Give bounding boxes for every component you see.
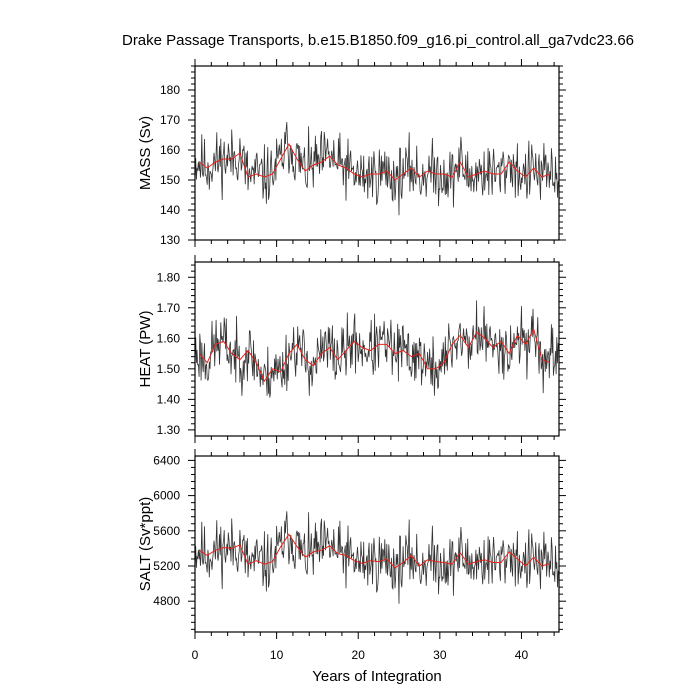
y-tick-label: 1.60 — [157, 331, 181, 345]
chart-title: Drake Passage Transports, b.e15.B1850.f0… — [121, 32, 634, 49]
x-tick-label: 20 — [352, 648, 366, 662]
y-tick-label: 170 — [160, 113, 180, 127]
y-tick-label: 130 — [160, 233, 180, 247]
plot-frame — [194, 455, 560, 633]
monthly-series-line — [195, 511, 559, 604]
y-tick-label: 5600 — [153, 524, 180, 538]
y-axis-label: HEAT (PW) — [137, 311, 154, 388]
y-tick-label: 6400 — [153, 453, 180, 467]
y-tick-label: 4800 — [153, 594, 180, 608]
y-tick-label: 1.80 — [157, 270, 181, 284]
y-tick-label: 1.40 — [157, 392, 181, 406]
y-tick-label: 150 — [160, 173, 180, 187]
monthly-series-line — [195, 300, 559, 398]
y-tick-label: 160 — [160, 143, 180, 157]
y-axis-label: MASS (Sv) — [137, 116, 154, 190]
x-tick-label: 40 — [515, 648, 529, 662]
annual-mean-line — [198, 142, 551, 181]
x-tick-label: 0 — [192, 648, 199, 662]
panel-heat: 1.30 1.40 1.50 1.60 1.70 1.80 HEAT (PW) — [137, 255, 566, 443]
y-tick-label: 1.50 — [157, 362, 181, 376]
y-tick-label: 1.30 — [157, 423, 181, 437]
y-tick-label: 6000 — [153, 489, 180, 503]
annual-mean-line — [198, 327, 551, 383]
annual-mean-line — [198, 533, 551, 569]
y-tick-label: 1.70 — [157, 301, 181, 315]
y-tick-label: 5200 — [153, 559, 180, 573]
y-tick-label: 180 — [160, 83, 180, 97]
plot-frame — [194, 65, 560, 241]
monthly-series-line — [195, 121, 559, 216]
x-tick-label: 30 — [433, 648, 447, 662]
y-tick-label: 140 — [160, 203, 180, 217]
panel-salt: 4800 5200 5600 6000 6400 SALT (Sv*ppt) 0 10 20 30… — [137, 449, 566, 662]
y-axis-label: SALT (Sv*ppt) — [137, 497, 154, 591]
x-tick-label: 10 — [270, 648, 284, 662]
panel-mass: 130 140 150 160 170 180 MASS (Sv) — [137, 59, 566, 247]
x-axis-label: Years of Integration — [312, 668, 442, 685]
plot-frame — [194, 261, 560, 437]
